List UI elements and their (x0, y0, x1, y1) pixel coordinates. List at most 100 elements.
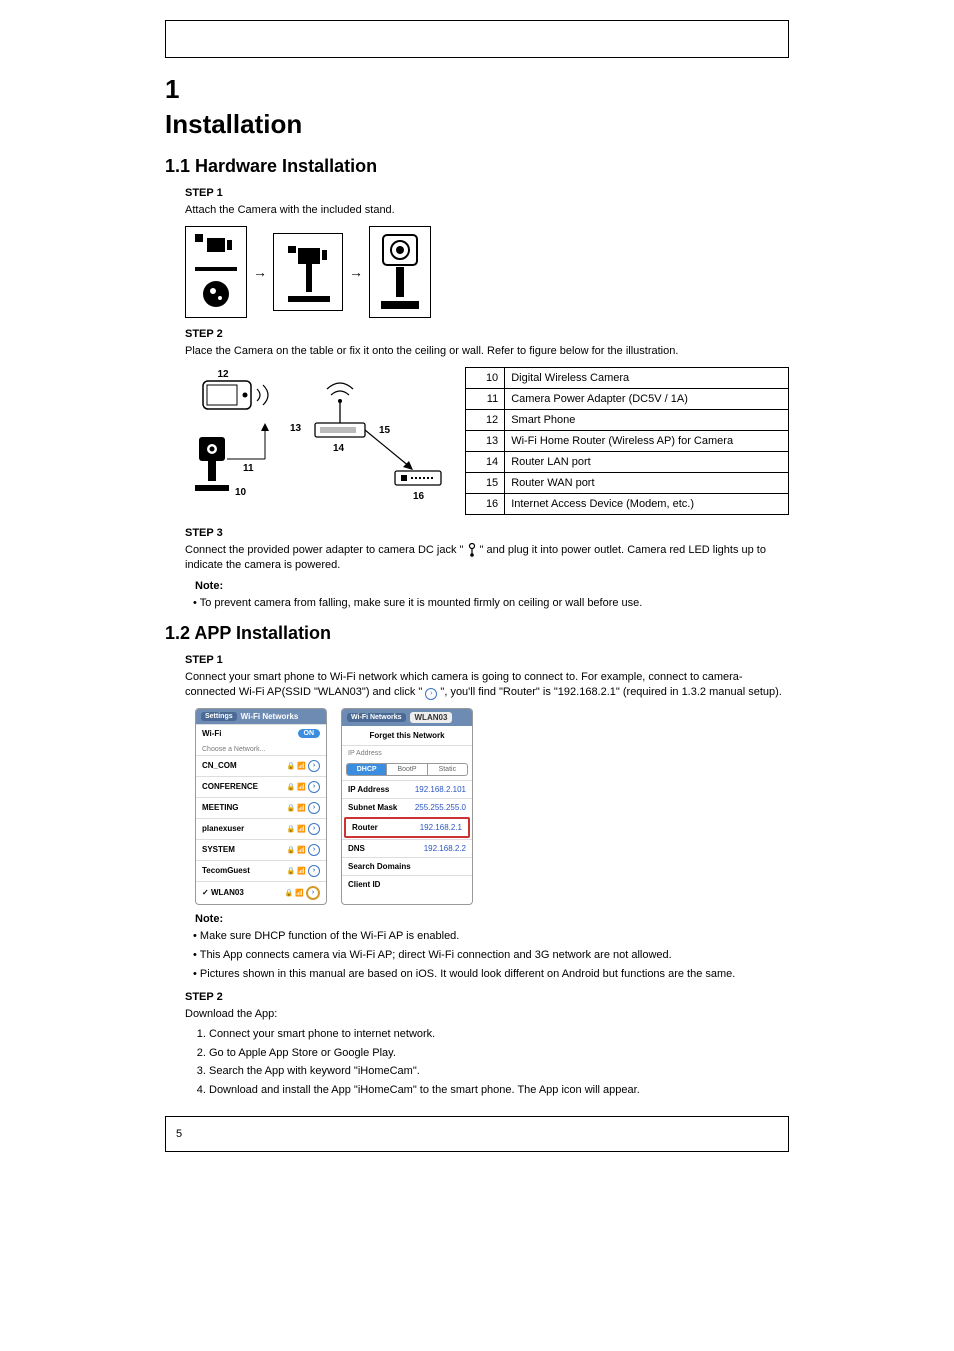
disclosure-icon[interactable]: › (308, 844, 320, 856)
arrow-icon: → (253, 264, 267, 280)
legend-row: 14Router LAN port (466, 451, 789, 472)
page-number: 5 (176, 1128, 182, 1140)
legend-row: 10Digital Wireless Camera (466, 367, 789, 388)
ip-address-header: IP Address (342, 746, 472, 759)
detail-row: IP Address192.168.2.101 (342, 780, 472, 798)
lock-icon: 🔒 (287, 762, 296, 770)
network-diagram: 12 10 11 (185, 367, 445, 507)
legend-table: 10Digital Wireless Camera11Camera Power … (465, 367, 789, 515)
camera-head-icon (193, 234, 239, 258)
hw-note-text: • To prevent camera from falling, make s… (205, 596, 789, 611)
camera-on-base-icon (282, 246, 334, 306)
detail-row: Client ID (342, 875, 472, 893)
substep-1: Connect your smart phone to internet net… (209, 1026, 789, 1043)
wifi-detail-header: Wi-Fi Networks WLAN03 (342, 709, 472, 726)
wifi-signal-icon: 📶 (297, 867, 306, 875)
wifi-selected-label: WLAN03 (211, 888, 244, 897)
app-note-1: • Make sure DHCP function of the Wi-Fi A… (205, 929, 789, 944)
wifi-networks-panel: Settings Wi-Fi Networks Wi-Fi ON Choose … (195, 708, 327, 905)
fig-camera-partial (273, 233, 343, 311)
wifi-row[interactable]: planexuser🔒📶› (196, 818, 326, 839)
svg-text:13: 13 (290, 423, 302, 434)
app-step2-title: STEP 2 (185, 991, 789, 1003)
seg-dhcp[interactable]: DHCP (347, 764, 387, 775)
hw-step3-text: Connect the provided power adapter to ca… (185, 543, 789, 573)
wifi-row[interactable]: CN_COM🔒📶› (196, 755, 326, 776)
legend-row: 16Internet Access Device (Modem, etc.) (466, 493, 789, 514)
back-button[interactable]: Settings (201, 712, 237, 721)
wifi-on-toggle[interactable]: ON (298, 729, 321, 738)
dc-jack-icon (467, 543, 477, 557)
forget-network-button[interactable]: Forget this Network (342, 726, 472, 746)
wifi-signal-icon: 📶 (297, 846, 306, 854)
back-button[interactable]: Wi-Fi Networks (347, 713, 406, 722)
wifi-networks-title: Wi-Fi Networks (241, 712, 299, 721)
stand-base-icon (201, 279, 231, 309)
app-note-title: Note: (195, 913, 789, 925)
legend-row: 15Router WAN port (466, 472, 789, 493)
lock-icon: 🔒 (287, 825, 296, 833)
ip-mode-segment[interactable]: DHCP BootP Static (346, 763, 468, 776)
wifi-row[interactable]: MEETING🔒📶› (196, 797, 326, 818)
lock-icon: 🔒 (287, 867, 296, 875)
substep-2: Go to Apple App Store or Google Play. (209, 1045, 789, 1062)
disclosure-icon[interactable]: › (306, 886, 320, 900)
header-box (165, 20, 789, 58)
camera-assembled-icon (377, 233, 423, 313)
substep-3: Search the App with keyword "iHomeCam". (209, 1063, 789, 1080)
section-number: 1 (165, 74, 789, 105)
wifi-signal-icon: 📶 (297, 825, 306, 833)
disclosure-icon[interactable]: › (308, 802, 320, 814)
app-note-3: • Pictures shown in this manual are base… (205, 967, 789, 982)
wifi-row[interactable]: CONFERENCE🔒📶› (196, 776, 326, 797)
lock-icon: 🔒 (287, 804, 296, 812)
wifi-row[interactable]: TecomGuest🔒📶› (196, 860, 326, 881)
lock-icon: 🔒 (287, 783, 296, 791)
wifi-signal-icon: 📶 (295, 889, 304, 897)
app-install-heading: 1.2 APP Installation (165, 623, 789, 644)
detail-row: Router192.168.2.1 (344, 817, 470, 838)
footer-box: 5 (165, 1116, 789, 1152)
disclosure-icon[interactable]: › (308, 781, 320, 793)
wifi-detail-panel: Wi-Fi Networks WLAN03 Forget this Networ… (341, 708, 473, 905)
fig-camera-parts (185, 226, 247, 318)
detail-row: Search Domains (342, 857, 472, 875)
disclosure-icon[interactable]: › (308, 865, 320, 877)
substep-4: Download and install the App "iHomeCam" … (209, 1082, 789, 1099)
app-step1-text: Connect your smart phone to Wi-Fi networ… (185, 670, 789, 700)
stand-plate-icon (193, 265, 239, 273)
wifi-signal-icon: 📶 (297, 804, 306, 812)
svg-text:16: 16 (413, 491, 425, 502)
hw-step3-title: STEP 3 (185, 527, 789, 539)
hw-step1-figure: → → (185, 226, 789, 318)
hw-install-heading: 1.1 Hardware Installation (165, 156, 789, 177)
wifi-row-selected[interactable]: ✓ WLAN03 🔒📶› (196, 881, 326, 904)
app-note-2: • This App connects camera via Wi-Fi AP;… (205, 948, 789, 963)
seg-static[interactable]: Static (428, 764, 467, 775)
app-step1-title: STEP 1 (185, 654, 789, 666)
disclosure-icon: › (425, 688, 437, 700)
svg-text:11: 11 (243, 463, 254, 474)
choose-network-label: Choose a Network... (196, 742, 326, 755)
seg-bootp[interactable]: BootP (387, 764, 427, 775)
hw-step2-title: STEP 2 (185, 328, 789, 340)
wifi-signal-icon: 📶 (297, 783, 306, 791)
legend-row: 12Smart Phone (466, 409, 789, 430)
detail-row: DNS192.168.2.2 (342, 839, 472, 857)
wifi-row[interactable]: SYSTEM🔒📶› (196, 839, 326, 860)
section-title: Installation (165, 109, 789, 140)
hw-step1-title: STEP 1 (185, 187, 789, 199)
wifi-networks-header: Settings Wi-Fi Networks (196, 709, 326, 724)
arrow-icon: → (349, 264, 363, 280)
legend-row: 11Camera Power Adapter (DC5V / 1A) (466, 388, 789, 409)
svg-text:14: 14 (333, 443, 345, 454)
disclosure-icon[interactable]: › (308, 760, 320, 772)
wifi-detail-title: WLAN03 (410, 712, 453, 723)
fig-camera-assembled (369, 226, 431, 318)
hw-step2-text: Place the Camera on the table or fix it … (185, 344, 789, 359)
hw-step1-text: Attach the Camera with the included stan… (185, 203, 789, 218)
disclosure-icon[interactable]: › (308, 823, 320, 835)
legend-row: 13Wi-Fi Home Router (Wireless AP) for Ca… (466, 430, 789, 451)
hw-note-title: Note: (195, 580, 789, 592)
svg-text:15: 15 (379, 425, 391, 436)
